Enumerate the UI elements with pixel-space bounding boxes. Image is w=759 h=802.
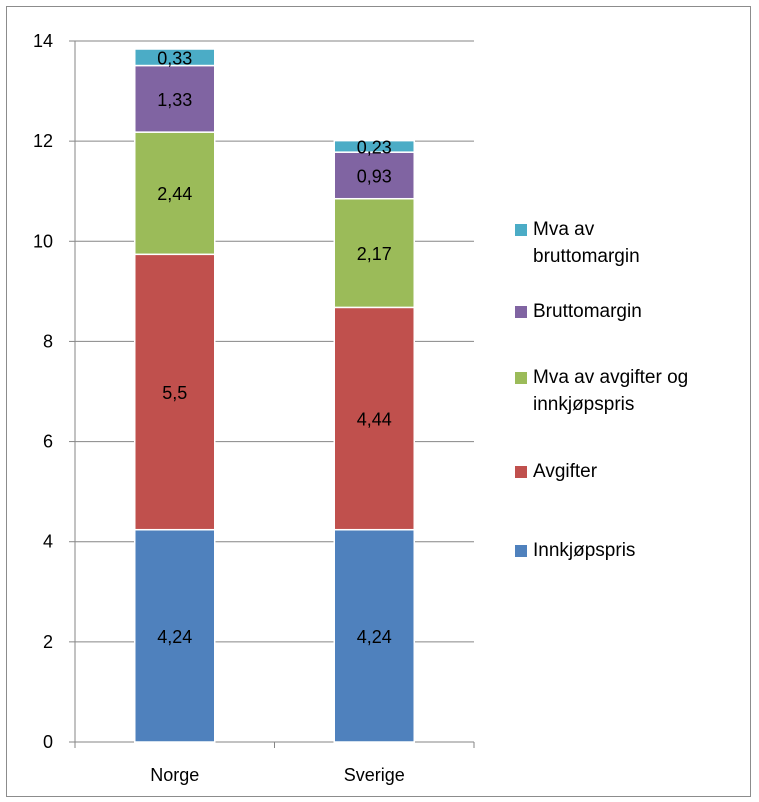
bar-segment [333, 528, 415, 743]
bar-segment [134, 48, 216, 67]
bar-segment [134, 64, 216, 133]
data-label: 5,5 [162, 383, 187, 403]
data-label: 4,24 [157, 627, 192, 647]
data-label: 4,24 [357, 627, 392, 647]
y-tick-label: 4 [43, 532, 53, 552]
y-tick-label: 2 [43, 632, 53, 652]
legend-label: Mva av bruttomargin [533, 219, 640, 267]
x-tick-label: Norge [150, 765, 199, 785]
data-label: 2,44 [157, 184, 192, 204]
legend-swatch [515, 545, 527, 557]
data-label: 0,23 [357, 137, 392, 157]
bar-segment [333, 197, 415, 309]
legend-swatch [515, 372, 527, 384]
legend-label: Avgifter [533, 461, 598, 482]
data-label: 0,33 [157, 48, 192, 68]
y-tick-label: 10 [33, 231, 53, 251]
legend-label: Mva av avgifter og innkjøpspris [533, 367, 689, 415]
bar-segment [333, 151, 415, 200]
data-label: 1,33 [157, 90, 192, 110]
y-tick-label: 8 [43, 331, 53, 351]
legend-label: Bruttomargin [533, 301, 642, 322]
legend-item: Mva av bruttomargin [515, 216, 640, 270]
legend-item: Mva av avgifter og innkjøpspris [515, 364, 688, 418]
y-tick-label: 12 [33, 131, 53, 151]
bar-segment [333, 139, 415, 153]
y-tick-label: 0 [43, 732, 53, 752]
legend-item: Innkjøpspris [515, 537, 635, 564]
data-label: 0,93 [357, 166, 392, 186]
data-label: 4,44 [357, 410, 392, 430]
y-tick-label: 14 [33, 31, 53, 51]
legend-label: Innkjøpspris [533, 540, 636, 561]
data-label: 2,17 [357, 244, 392, 264]
bar-segment [134, 528, 216, 743]
x-tick-label: Sverige [344, 765, 405, 785]
legend-swatch [515, 306, 527, 318]
y-tick-label: 6 [43, 432, 53, 452]
legend-item: Bruttomargin [515, 298, 642, 325]
legend-swatch [515, 224, 527, 236]
legend-item: Avgifter [515, 458, 597, 485]
legend-swatch [515, 466, 527, 478]
